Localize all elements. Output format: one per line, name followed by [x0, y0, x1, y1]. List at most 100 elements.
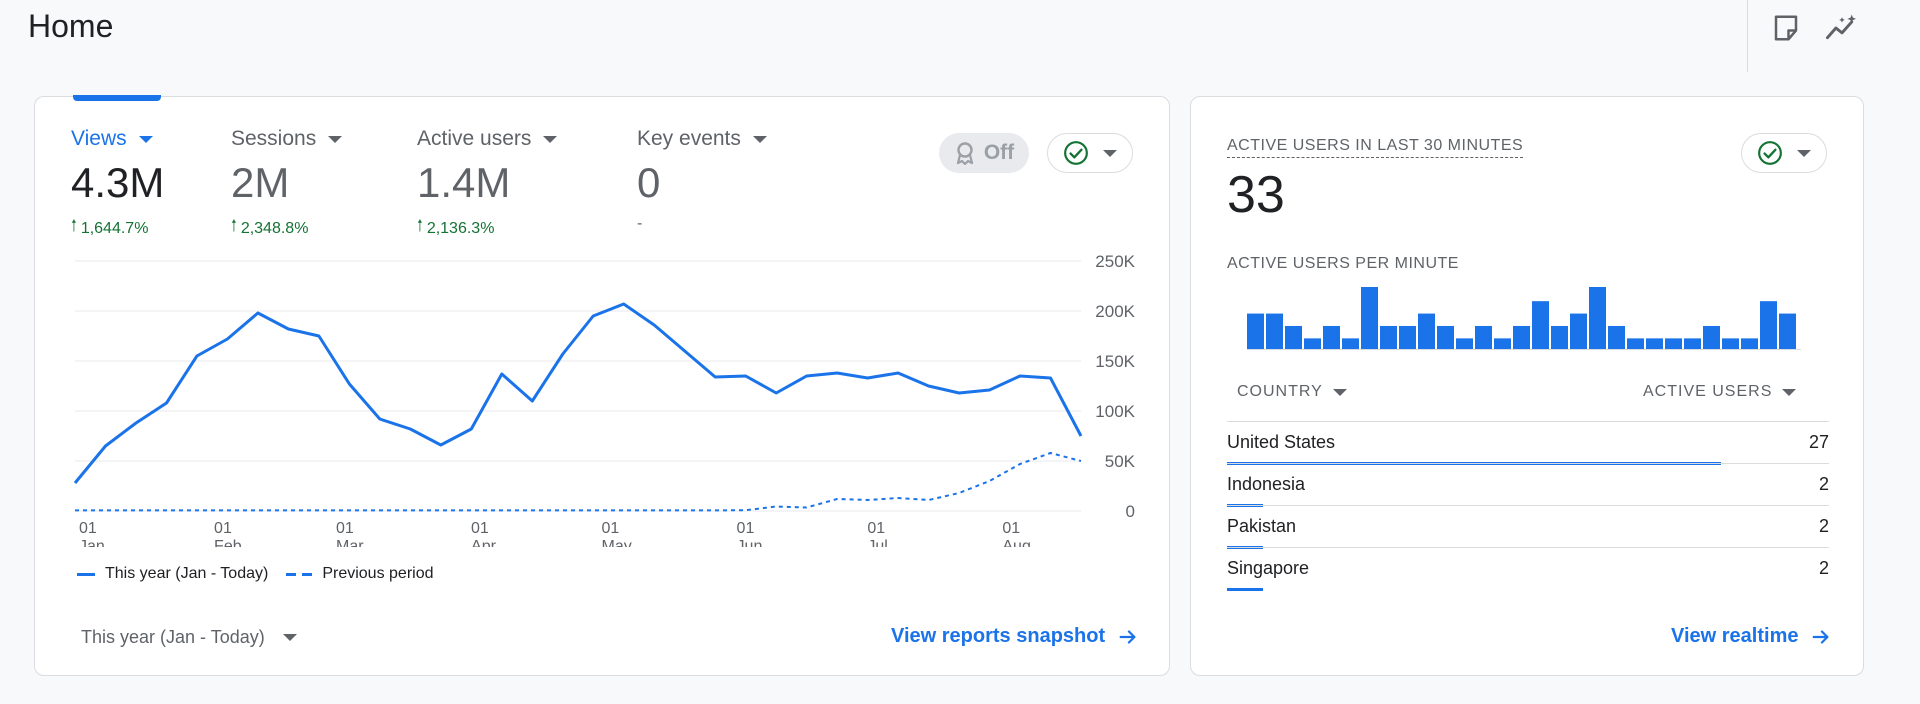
country-name: Pakistan — [1227, 516, 1297, 536]
minute-bar — [1532, 301, 1549, 349]
column-label: ACTIVE USERS — [1643, 383, 1773, 400]
legend-current-label: This year (Jan - Today) — [105, 565, 269, 582]
country-share-bar — [1227, 588, 1264, 591]
x-tick-day: 01 — [79, 520, 97, 537]
chevron-down-icon — [1332, 388, 1347, 396]
metric-label: Key events — [637, 127, 741, 150]
y-tick-label: 100K — [1095, 402, 1135, 421]
x-tick-day: 01 — [471, 520, 489, 537]
award-icon — [956, 142, 973, 165]
x-tick-month: May — [602, 538, 632, 547]
minute-bar — [1304, 338, 1321, 349]
arrow-up-icon: 🠑 — [231, 218, 237, 235]
check-circle-icon — [1064, 141, 1088, 165]
minute-bar — [1741, 338, 1758, 349]
header-divider — [1747, 0, 1748, 72]
note-icon[interactable] — [1768, 10, 1804, 46]
minute-bar — [1437, 325, 1454, 349]
view-realtime-link[interactable]: View realtime — [1671, 625, 1832, 648]
series-line-this-year — [73, 302, 1083, 484]
realtime-status-button[interactable] — [1741, 133, 1827, 173]
table-row: United States 27 — [1227, 421, 1829, 465]
minute-bar — [1418, 313, 1435, 349]
table-row: Indonesia 2 — [1227, 463, 1829, 507]
country-users: 2 — [1818, 516, 1829, 536]
country-users: 2 — [1818, 474, 1829, 494]
x-tick-month: Aug — [1002, 538, 1030, 547]
minute-bar — [1589, 287, 1606, 349]
country-name: United States — [1227, 432, 1336, 452]
x-tick-day: 01 — [602, 520, 620, 537]
country-users: 27 — [1808, 432, 1829, 452]
link-label: View realtime — [1671, 625, 1799, 647]
link-label: View reports snapshot — [891, 625, 1106, 647]
metric-label: Active users — [417, 127, 532, 150]
legend-previous-label: Previous period — [322, 565, 434, 582]
chevron-down-icon — [138, 135, 153, 143]
metric-change: 2,348.8% — [240, 219, 309, 237]
minute-bar — [1760, 301, 1777, 349]
minute-bar — [1475, 325, 1492, 349]
minute-bar — [1608, 325, 1625, 349]
y-tick-label: 0 — [1126, 502, 1135, 521]
overview-card: Views 4.3M 🠑 1,644.7% Sessions 2M 🠑 2,348.… — [34, 95, 1170, 676]
active-users-column-header[interactable]: ACTIVE USERS — [1643, 383, 1797, 401]
realtime-title[interactable]: ACTIVE USERS IN LAST 30 MINUTES — [1227, 137, 1524, 158]
page-title: Home — [28, 8, 114, 44]
legend-solid-swatch — [77, 572, 95, 576]
table-row: Singapore 2 — [1227, 547, 1829, 591]
chart-legend: This year (Jan - Today) Previous period — [77, 565, 434, 583]
minute-bar — [1684, 338, 1701, 349]
y-tick-label: 50K — [1105, 452, 1136, 471]
x-tick-day: 01 — [336, 520, 354, 537]
minute-bar — [1342, 338, 1359, 349]
minute-bar — [1779, 313, 1796, 349]
compare-status-button[interactable] — [1047, 133, 1133, 173]
anomaly-toggle[interactable]: Off — [939, 133, 1029, 173]
country-column-header[interactable]: COUNTRY — [1237, 383, 1347, 401]
date-range-select[interactable]: This year (Jan - Today) — [81, 627, 297, 648]
y-tick-label: 200K — [1095, 302, 1135, 321]
metric-label: Views — [71, 127, 127, 150]
toggle-label: Off — [983, 141, 1015, 164]
metric-change: - — [637, 215, 643, 232]
series-line-previous-period — [75, 452, 1082, 512]
metric-active-users-tab[interactable]: Active users 1.4M 🠑 2,136.3% — [417, 127, 558, 242]
minute-bar — [1247, 313, 1264, 349]
arrow-right-icon — [1119, 629, 1136, 644]
minute-bar — [1285, 325, 1302, 349]
minute-bar — [1570, 313, 1587, 349]
x-tick-day: 01 — [1002, 520, 1020, 537]
minute-bar — [1665, 338, 1682, 349]
x-tick-month: Feb — [214, 538, 242, 547]
metric-sessions-tab[interactable]: Sessions 2M 🠑 2,348.8% — [231, 127, 343, 242]
chevron-down-icon — [543, 135, 558, 143]
chevron-down-icon — [1103, 149, 1117, 157]
arrow-up-icon: 🠑 — [417, 218, 423, 235]
chevron-down-icon — [282, 634, 297, 641]
minute-bar — [1266, 313, 1283, 349]
minute-bar — [1494, 338, 1511, 349]
metric-key-events-tab[interactable]: Key events 0 - — [637, 127, 767, 233]
legend-dashed-swatch — [286, 572, 313, 576]
x-tick-month: Apr — [471, 538, 497, 547]
table-row: Pakistan 2 — [1227, 505, 1829, 549]
minute-bar — [1703, 325, 1720, 349]
minute-bar — [1456, 338, 1473, 349]
minute-bar — [1646, 338, 1663, 349]
date-range-label: This year (Jan - Today) — [81, 627, 265, 647]
minute-bar — [1380, 325, 1397, 349]
x-tick-day: 01 — [867, 520, 885, 537]
metric-views-tab[interactable]: Views 4.3M 🠑 1,644.7% — [71, 127, 164, 242]
view-reports-snapshot-link[interactable]: View reports snapshot — [891, 625, 1139, 648]
insights-sparkline-icon[interactable] — [1824, 10, 1860, 46]
minute-bar — [1361, 287, 1378, 349]
x-tick-day: 01 — [214, 520, 232, 537]
x-tick-month: Jun — [737, 538, 763, 547]
chevron-down-icon — [752, 135, 767, 143]
chevron-down-icon — [328, 135, 343, 143]
y-tick-label: 150K — [1095, 352, 1135, 371]
realtime-card: ACTIVE USERS IN LAST 30 MINUTES 33 ACTIV… — [1190, 96, 1864, 676]
minute-bar — [1323, 325, 1340, 349]
users-per-minute-chart — [1247, 287, 1801, 350]
